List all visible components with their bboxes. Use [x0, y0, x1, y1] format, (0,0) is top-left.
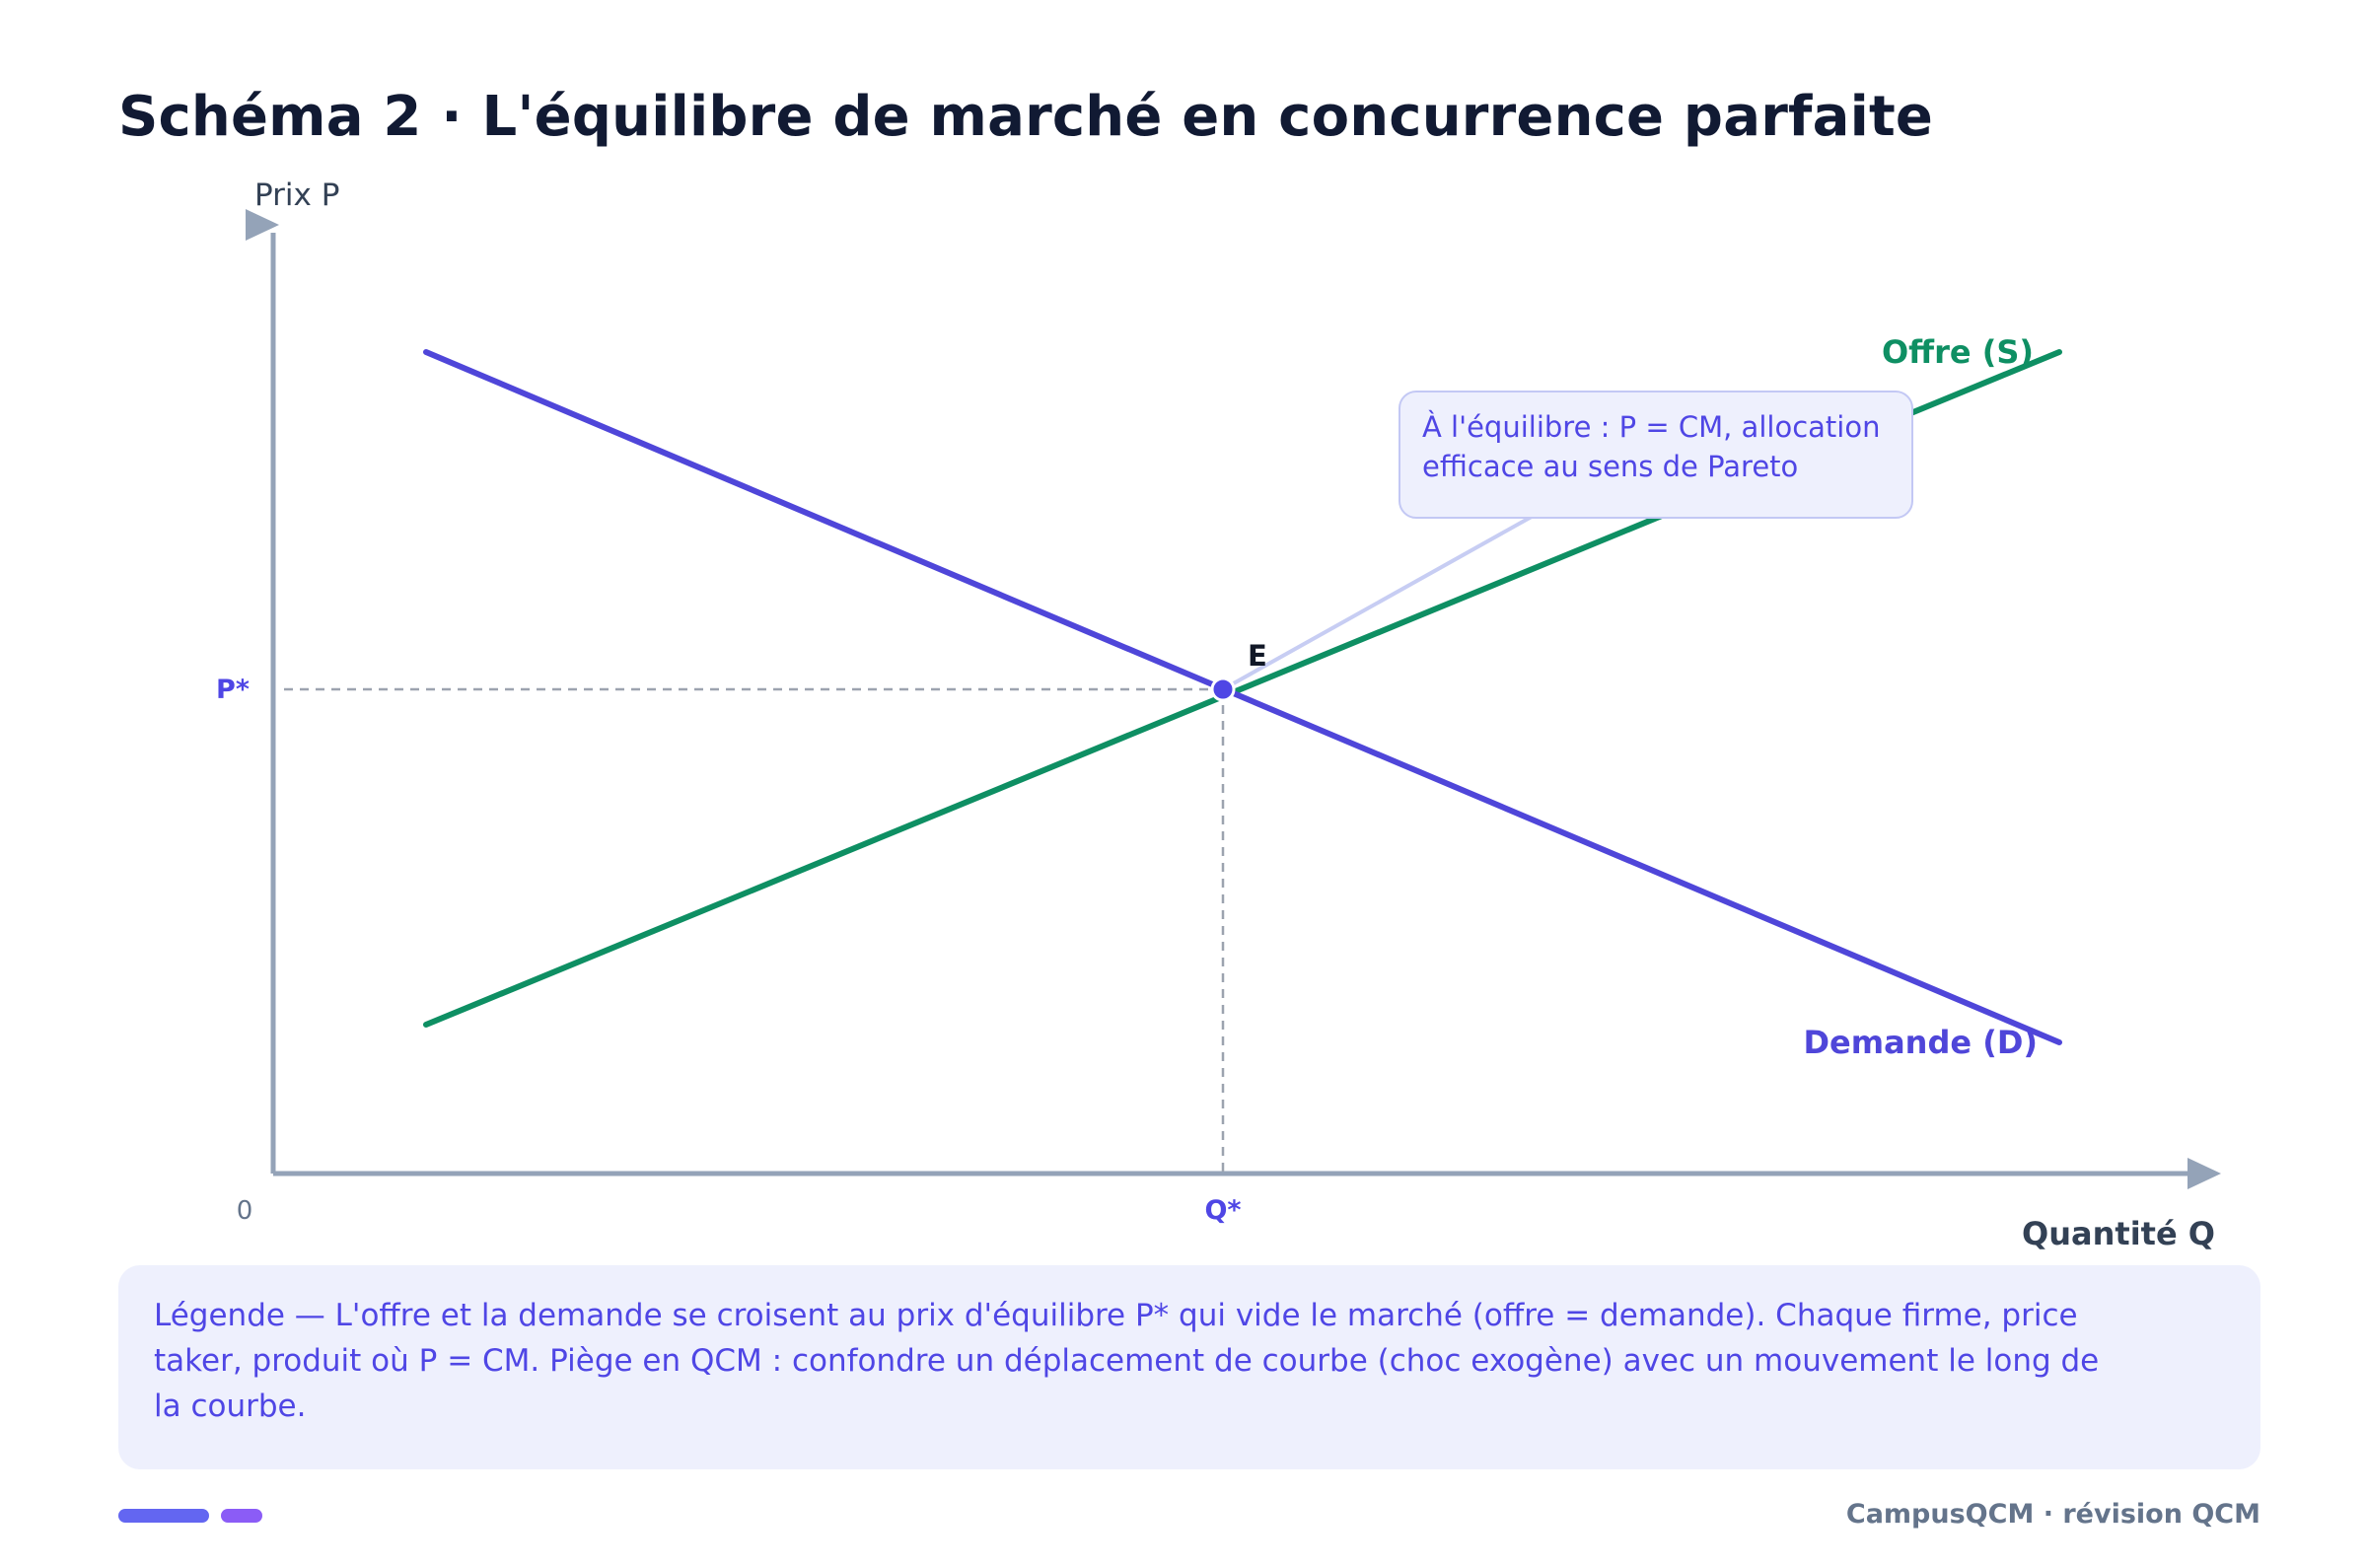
equilibrium-point [1210, 677, 1236, 702]
demand-curve-label: Demande (D) [1803, 1024, 2038, 1061]
legend-text: Légende — L'offre et la demande se crois… [154, 1298, 2100, 1424]
x-axis-arrow [2188, 1158, 2221, 1189]
legend-box: Légende — L'offre et la demande se crois… [118, 1265, 2260, 1469]
y-axis-label: Prix P [254, 178, 339, 213]
supply-curve-label: Offre (S) [1882, 333, 2034, 371]
y-axis-arrow [246, 209, 279, 241]
decorative-pill-violet [221, 1509, 262, 1523]
annotation-connector [1222, 511, 1540, 691]
q-star-label: Q* [1204, 1195, 1241, 1226]
equilibrium-annotation: À l'équilibre : P = CM, allocation effic… [1399, 391, 1913, 519]
origin-label: 0 [237, 1196, 253, 1226]
page-title: Schéma 2 · L'équilibre de marché en conc… [118, 85, 1934, 149]
x-axis-label: Quantité Q [2022, 1215, 2215, 1252]
decorative-pill-indigo [118, 1509, 209, 1523]
footer-credit: CampusQCM · révision QCM [1845, 1499, 2260, 1530]
p-star-label: P* [216, 675, 250, 705]
demand-curve [423, 349, 2062, 1045]
equilibrium-annotation-text: À l'équilibre : P = CM, allocation effic… [1422, 410, 1881, 483]
equilibrium-label: E [1248, 639, 1267, 673]
